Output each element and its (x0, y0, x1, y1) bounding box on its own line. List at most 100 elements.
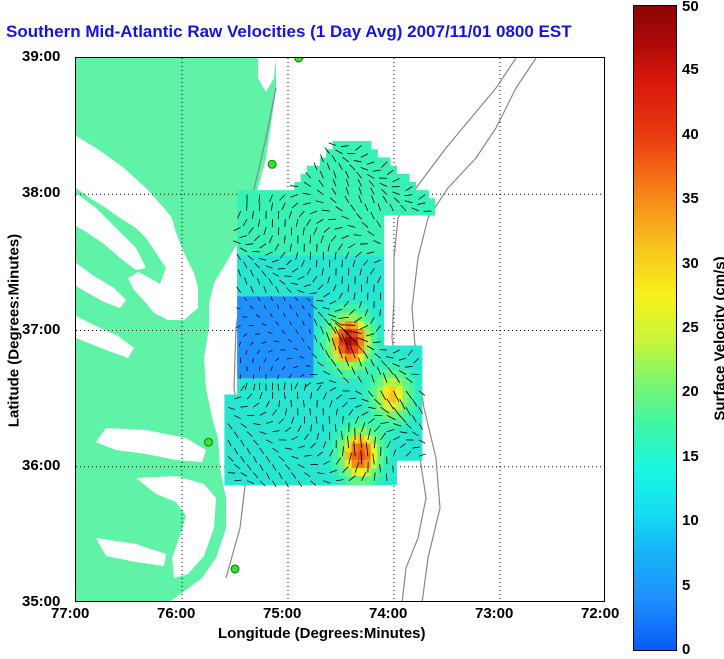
velocity-cell (307, 190, 315, 200)
velocity-cell (357, 402, 366, 412)
velocity-cell (275, 402, 283, 412)
velocity-cell (288, 402, 296, 412)
velocity-cell (402, 198, 410, 208)
velocity-cell (319, 468, 327, 478)
velocity-arrow (371, 195, 375, 203)
velocity-arrow (253, 423, 261, 426)
velocity-cell (357, 320, 366, 330)
velocity-arrow (315, 260, 318, 268)
velocity-arrow (329, 449, 334, 457)
velocity-cell (313, 320, 321, 330)
velocity-cell (313, 427, 321, 437)
velocity-cell (237, 329, 245, 339)
velocity-cell (243, 402, 251, 412)
velocity-cell (256, 206, 264, 216)
velocity-arrow (282, 296, 286, 302)
velocity-cell (364, 435, 372, 445)
velocity-cell (300, 419, 308, 429)
velocity-cell (326, 345, 334, 355)
velocity-cell (345, 288, 353, 298)
velocity-arrow (272, 272, 280, 277)
velocity-cell (415, 410, 423, 420)
velocity-arrow (297, 425, 302, 432)
velocity-cell (294, 222, 302, 232)
velocity-cell (288, 378, 296, 388)
velocity-arrow (392, 349, 400, 354)
velocity-arrow (337, 346, 343, 359)
velocity-cell (262, 222, 270, 232)
velocity-arrow (328, 142, 337, 146)
velocity-cell (345, 451, 353, 461)
velocity-arrow (279, 279, 286, 285)
velocity-arrow (234, 479, 242, 482)
colorbar-tick-label: 50 (682, 0, 699, 15)
velocity-cell (326, 312, 334, 322)
velocity-cell (307, 353, 315, 363)
velocity-cell (332, 370, 340, 379)
velocity-arrow (299, 374, 305, 378)
velocity-cell (326, 410, 334, 420)
velocity-cell (396, 419, 404, 429)
velocity-cell (345, 206, 353, 216)
velocity-cell (326, 280, 334, 290)
velocity-arrow (261, 341, 267, 344)
velocity-cell (307, 468, 315, 478)
velocity-arrow (361, 422, 366, 432)
velocity-arrow (373, 398, 382, 406)
velocity-cell (389, 410, 397, 420)
velocity-cell (300, 361, 308, 371)
velocity-cell (288, 337, 296, 347)
velocity-cell (275, 435, 283, 445)
velocity-cell (326, 443, 334, 453)
velocity-arrow (357, 375, 362, 383)
velocity-cell (294, 402, 302, 412)
velocity-cell (338, 280, 347, 290)
velocity-cell (364, 361, 372, 371)
velocity-arrow (249, 341, 254, 346)
velocity-arrow (360, 449, 362, 465)
velocity-cell (370, 435, 378, 445)
velocity-cell (332, 239, 340, 249)
velocity-arrow (359, 243, 368, 245)
velocity-cell (262, 320, 270, 330)
velocity-cell (281, 222, 289, 232)
velocity-arrow (418, 423, 424, 430)
velocity-arrow (274, 340, 279, 343)
velocity-arrow (372, 169, 381, 172)
velocity-arrow (360, 153, 369, 158)
velocity-cell (351, 263, 359, 273)
velocity-cell (364, 255, 372, 265)
velocity-cell (262, 443, 270, 453)
velocity-cell (357, 190, 366, 200)
velocity-cell (307, 271, 315, 281)
velocity-cell (288, 443, 296, 453)
velocity-cell (345, 337, 353, 347)
velocity-cell (319, 370, 327, 379)
velocity-cell (243, 427, 251, 437)
velocity-arrow (418, 390, 426, 396)
velocity-cell (402, 427, 410, 437)
velocity-arrow (366, 251, 375, 255)
velocity-cell (389, 427, 397, 437)
velocity-cell (332, 165, 340, 175)
velocity-arrow (284, 427, 292, 433)
velocity-arrow (329, 300, 337, 305)
velocity-arrow (240, 247, 248, 253)
map-plot-area[interactable] (75, 57, 605, 602)
velocity-cell (256, 320, 264, 330)
velocity-cell (275, 214, 283, 224)
velocity-arrow (405, 450, 412, 457)
velocity-cell (389, 361, 397, 371)
velocity-cell (326, 214, 334, 224)
velocity-cell (313, 255, 321, 265)
velocity-arrow (246, 393, 253, 400)
velocity-cell (313, 206, 321, 216)
velocity-cell (364, 337, 372, 347)
velocity-arrow (322, 307, 330, 310)
colorbar-tick-label: 30 (682, 254, 699, 272)
velocity-arrow (413, 357, 420, 364)
velocity-arrow (277, 383, 280, 391)
velocity-cell (357, 337, 366, 347)
velocity-cell (300, 459, 308, 469)
velocity-cell (383, 427, 391, 437)
